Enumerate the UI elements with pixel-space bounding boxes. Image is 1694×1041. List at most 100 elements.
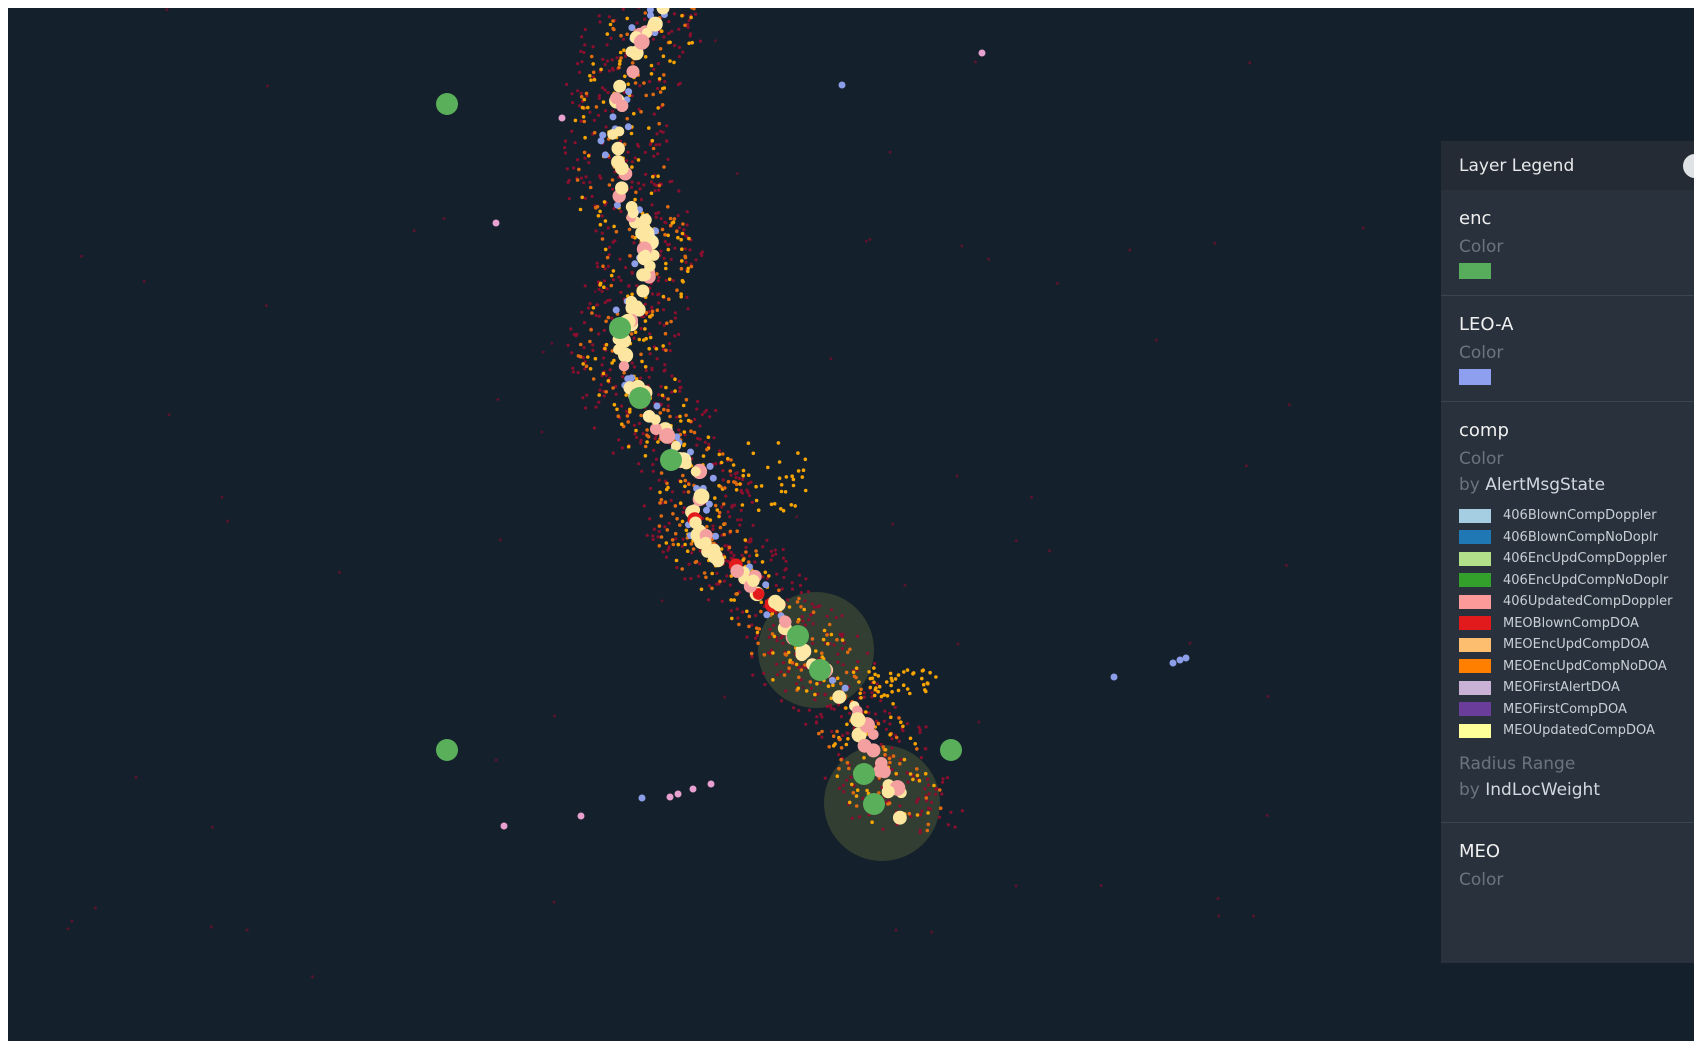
track-point[interactable] (591, 70, 596, 75)
track-point[interactable] (953, 825, 957, 829)
track-point[interactable] (790, 474, 794, 479)
track-point[interactable] (567, 197, 571, 201)
track-point[interactable] (728, 515, 732, 519)
track-point[interactable] (584, 175, 588, 179)
track-point[interactable] (594, 405, 598, 409)
track-point[interactable] (677, 379, 682, 383)
track-point[interactable] (598, 209, 602, 214)
track-point[interactable] (746, 560, 751, 564)
track-point[interactable] (633, 156, 637, 160)
track-point[interactable] (923, 747, 927, 751)
track-point[interactable] (664, 555, 669, 559)
track-point[interactable] (687, 482, 691, 487)
track-point[interactable] (937, 815, 942, 819)
track-point[interactable] (683, 247, 688, 251)
background-point[interactable] (1014, 884, 1018, 888)
track-point[interactable] (642, 338, 646, 342)
track-point[interactable] (611, 278, 616, 282)
track-point[interactable] (727, 560, 731, 564)
comp-point[interactable] (625, 201, 638, 213)
track-point[interactable] (770, 632, 775, 636)
track-point[interactable] (820, 715, 824, 719)
track-point[interactable] (604, 125, 608, 129)
track-point[interactable] (763, 682, 767, 687)
track-point[interactable] (729, 550, 733, 555)
track-point[interactable] (720, 505, 724, 509)
track-point[interactable] (609, 36, 613, 40)
track-point[interactable] (659, 384, 663, 389)
track-point[interactable] (740, 491, 745, 495)
track-point[interactable] (894, 735, 899, 740)
track-point[interactable] (724, 559, 728, 563)
track-point[interactable] (915, 747, 919, 751)
track-point[interactable] (736, 616, 740, 620)
track-point[interactable] (685, 549, 690, 553)
enc-point[interactable] (660, 449, 682, 471)
track-point[interactable] (806, 590, 811, 594)
track-point[interactable] (762, 671, 766, 676)
track-point[interactable] (799, 591, 803, 595)
track-point[interactable] (591, 343, 595, 347)
track-point[interactable] (672, 217, 677, 221)
track-point[interactable] (669, 498, 673, 502)
track-point[interactable] (831, 734, 836, 738)
track-point[interactable] (712, 436, 716, 440)
track-point[interactable] (729, 556, 733, 560)
track-point[interactable] (579, 49, 583, 53)
track-point[interactable] (750, 623, 754, 627)
comp-point[interactable] (615, 181, 629, 195)
track-point[interactable] (719, 547, 724, 551)
track-point[interactable] (643, 17, 647, 21)
track-point[interactable] (604, 373, 608, 377)
track-point[interactable] (756, 641, 760, 646)
track-point[interactable] (670, 538, 675, 542)
track-point[interactable] (777, 476, 782, 481)
track-point[interactable] (563, 151, 568, 155)
background-point[interactable] (1188, 641, 1192, 645)
track-point[interactable] (591, 306, 596, 310)
track-point[interactable] (681, 537, 685, 541)
track-point[interactable] (688, 248, 692, 252)
track-point[interactable] (817, 731, 821, 736)
track-point[interactable] (625, 116, 629, 121)
track-point[interactable] (825, 705, 830, 709)
track-point[interactable] (705, 517, 709, 521)
track-point[interactable] (591, 348, 595, 352)
track-point[interactable] (595, 261, 599, 265)
track-point[interactable] (603, 219, 608, 223)
track-point[interactable] (657, 77, 662, 81)
track-point[interactable] (896, 673, 901, 677)
track-point[interactable] (837, 753, 841, 757)
track-point[interactable] (649, 180, 654, 184)
track-point[interactable] (652, 527, 657, 531)
track-point[interactable] (611, 451, 615, 455)
track-point[interactable] (664, 278, 668, 283)
track-point[interactable] (606, 264, 611, 268)
track-point[interactable] (664, 348, 668, 353)
track-point[interactable] (684, 260, 688, 264)
track-point[interactable] (582, 321, 587, 325)
track-point[interactable] (774, 583, 778, 588)
track-point[interactable] (811, 641, 815, 646)
track-point[interactable] (637, 8, 640, 9)
track-point[interactable] (918, 831, 922, 835)
track-point[interactable] (918, 728, 922, 732)
track-point[interactable] (889, 715, 893, 720)
track-point[interactable] (597, 96, 601, 101)
track-point[interactable] (707, 442, 711, 446)
track-point[interactable] (611, 240, 615, 244)
track-point[interactable] (724, 494, 728, 498)
track-point[interactable] (722, 532, 726, 537)
track-point[interactable] (736, 518, 740, 522)
track-point[interactable] (650, 366, 654, 370)
track-point[interactable] (664, 139, 669, 143)
track-point[interactable] (624, 393, 628, 397)
track-point[interactable] (634, 428, 638, 433)
track-point[interactable] (798, 583, 803, 588)
track-point[interactable] (651, 146, 656, 151)
track-point[interactable] (637, 144, 641, 148)
track-point[interactable] (621, 8, 625, 11)
track-point[interactable] (803, 599, 807, 603)
track-point[interactable] (780, 587, 784, 591)
track-point[interactable] (832, 643, 836, 647)
